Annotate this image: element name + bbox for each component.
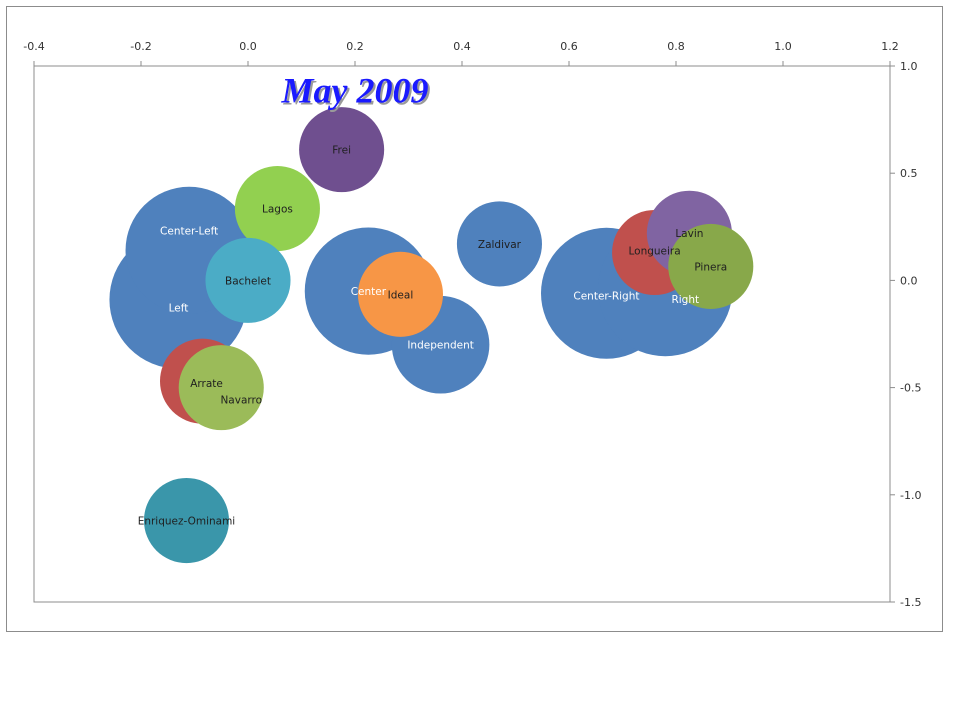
bubble-label-pinera: Pinera: [694, 261, 727, 273]
bubble-label-lagos: Lagos: [262, 204, 293, 216]
bubble-label-arrate: Arrate: [190, 378, 223, 390]
bubble-ideal: [357, 251, 444, 337]
y-tick-label: 1.0: [900, 60, 918, 73]
bubble-pinera: [668, 223, 754, 309]
x-tick-label: -0.2: [130, 40, 151, 53]
bubble-label-center-left: Center-Left: [160, 225, 218, 237]
y-tick-label: -0.5: [900, 382, 921, 395]
x-tick-label: 0.4: [453, 40, 471, 53]
x-tick-label: 0.2: [346, 40, 364, 53]
bubble-label-zaldivar: Zaldivar: [478, 239, 522, 251]
y-tick-label: 0.5: [900, 167, 918, 180]
bubble-frei: [299, 107, 385, 193]
bubble-label-center-right: Center-Right: [573, 290, 639, 302]
bubble-label-longueira: Longueira: [628, 246, 680, 258]
chart-title: May 2009: [281, 70, 429, 110]
x-tick-label: 1.2: [881, 40, 899, 53]
bubble-bachelet: [205, 237, 291, 323]
bubble-lagos: [234, 166, 320, 252]
chart-title-shadow: May 2009: [283, 72, 431, 112]
bubble-label-independent: Independent: [407, 340, 474, 352]
bubble-label-lavin: Lavin: [675, 228, 703, 240]
bubble-label-navarro: Navarro: [220, 395, 262, 407]
bubble-label-enriquez-ominami: Enriquez-Ominami: [138, 516, 236, 528]
x-tick-label: 1.0: [774, 40, 792, 53]
bubble-navarro: [178, 345, 264, 431]
y-tick-label: -1.0: [900, 489, 921, 502]
bubble-label-frei: Frei: [332, 145, 351, 157]
x-tick-label: 0.8: [667, 40, 685, 53]
x-tick-label: -0.4: [23, 40, 44, 53]
bubble-label-left: Left: [169, 303, 189, 315]
bubble-zaldivar: [456, 201, 542, 287]
bubble-label-bachelet: Bachelet: [225, 275, 271, 287]
x-tick-label: 0.0: [239, 40, 257, 53]
x-tick-label: 0.6: [560, 40, 578, 53]
bubble-label-center: Center: [351, 286, 387, 298]
bubble-enriquez-ominami: [143, 477, 230, 564]
y-tick-label: 0.0: [900, 274, 918, 287]
bubble-label-right: Right: [671, 294, 699, 306]
y-tick-label: -1.5: [900, 596, 921, 609]
bubble-label-ideal: Ideal: [388, 289, 414, 301]
